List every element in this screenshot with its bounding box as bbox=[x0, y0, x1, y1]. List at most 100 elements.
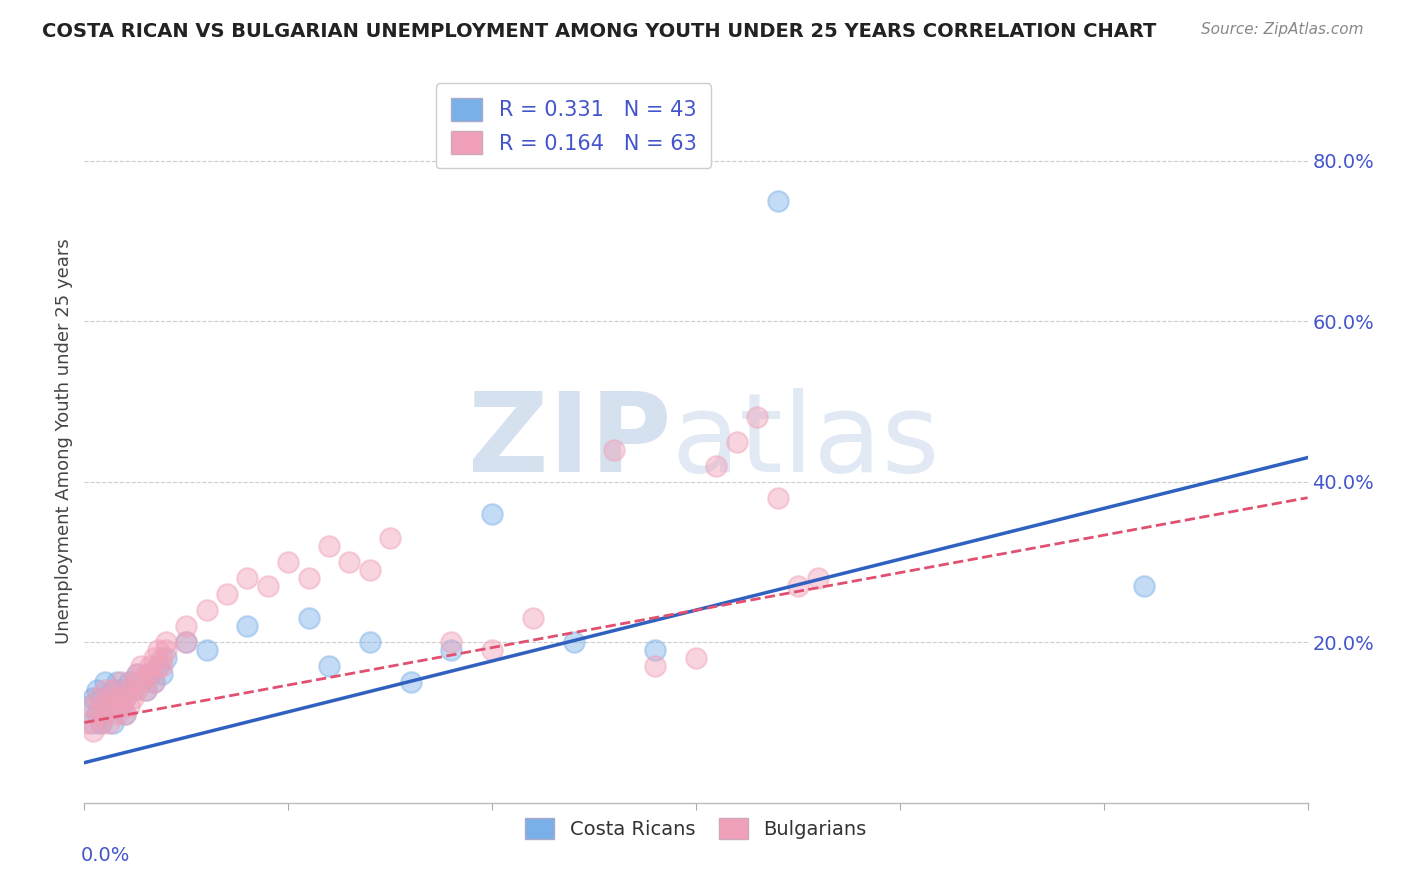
Point bbox=[766, 194, 789, 208]
Point bbox=[399, 675, 422, 690]
Point bbox=[114, 707, 136, 722]
Point bbox=[298, 571, 321, 585]
Point bbox=[440, 643, 463, 657]
Point bbox=[522, 611, 544, 625]
Point bbox=[766, 491, 789, 505]
Point bbox=[135, 683, 157, 698]
Point bbox=[97, 715, 120, 730]
Point bbox=[90, 715, 112, 730]
Point bbox=[481, 643, 503, 657]
Point bbox=[93, 699, 115, 714]
Point bbox=[142, 675, 165, 690]
Point bbox=[150, 659, 173, 673]
Point bbox=[155, 635, 177, 649]
Point bbox=[122, 675, 145, 690]
Legend: Costa Ricans, Bulgarians: Costa Ricans, Bulgarians bbox=[517, 811, 875, 847]
Point bbox=[603, 442, 626, 457]
Point bbox=[82, 715, 104, 730]
Point bbox=[90, 691, 112, 706]
Point bbox=[685, 651, 707, 665]
Point bbox=[105, 691, 128, 706]
Point bbox=[105, 691, 128, 706]
Point bbox=[150, 667, 173, 681]
Point bbox=[122, 691, 145, 706]
Point bbox=[440, 635, 463, 649]
Point bbox=[146, 643, 169, 657]
Point bbox=[97, 699, 120, 714]
Point bbox=[146, 659, 169, 673]
Point bbox=[277, 555, 299, 569]
Point bbox=[101, 683, 124, 698]
Y-axis label: Unemployment Among Youth under 25 years: Unemployment Among Youth under 25 years bbox=[55, 239, 73, 644]
Text: Source: ZipAtlas.com: Source: ZipAtlas.com bbox=[1201, 22, 1364, 37]
Point bbox=[138, 659, 160, 673]
Point bbox=[174, 635, 197, 649]
Point bbox=[101, 715, 124, 730]
Point bbox=[236, 571, 259, 585]
Point bbox=[93, 707, 115, 722]
Text: COSTA RICAN VS BULGARIAN UNEMPLOYMENT AMONG YOUTH UNDER 25 YEARS CORRELATION CHA: COSTA RICAN VS BULGARIAN UNEMPLOYMENT AM… bbox=[42, 22, 1157, 41]
Point bbox=[1133, 579, 1156, 593]
Point bbox=[97, 691, 120, 706]
Point bbox=[174, 635, 197, 649]
Point bbox=[82, 699, 104, 714]
Point bbox=[217, 587, 239, 601]
Point bbox=[122, 683, 145, 698]
Point bbox=[155, 643, 177, 657]
Point bbox=[359, 563, 381, 577]
Point bbox=[131, 659, 153, 673]
Point bbox=[110, 699, 132, 714]
Point bbox=[127, 683, 149, 698]
Point bbox=[138, 667, 160, 681]
Point bbox=[114, 691, 136, 706]
Point bbox=[562, 635, 585, 649]
Point bbox=[174, 619, 197, 633]
Point bbox=[110, 699, 132, 714]
Point bbox=[339, 555, 361, 569]
Point bbox=[142, 675, 165, 690]
Point bbox=[82, 691, 104, 706]
Point bbox=[127, 667, 149, 681]
Point bbox=[131, 675, 153, 690]
Point bbox=[101, 683, 124, 698]
Point bbox=[110, 683, 132, 698]
Point bbox=[195, 643, 218, 657]
Point bbox=[101, 699, 124, 714]
Point bbox=[105, 707, 128, 722]
Point bbox=[118, 683, 141, 698]
Point bbox=[318, 539, 340, 553]
Point bbox=[97, 691, 120, 706]
Point bbox=[77, 699, 100, 714]
Point bbox=[118, 699, 141, 714]
Point bbox=[114, 691, 136, 706]
Point bbox=[131, 675, 153, 690]
Point bbox=[110, 675, 132, 690]
Point bbox=[138, 667, 160, 681]
Point bbox=[86, 691, 108, 706]
Point bbox=[807, 571, 830, 585]
Point bbox=[298, 611, 321, 625]
Point bbox=[142, 651, 165, 665]
Point bbox=[195, 603, 218, 617]
Point bbox=[77, 715, 100, 730]
Text: 0.0%: 0.0% bbox=[80, 847, 129, 865]
Point bbox=[787, 579, 810, 593]
Point bbox=[644, 659, 666, 673]
Point bbox=[90, 699, 112, 714]
Point bbox=[86, 707, 108, 722]
Point bbox=[135, 683, 157, 698]
Point bbox=[118, 675, 141, 690]
Point bbox=[747, 410, 769, 425]
Point bbox=[706, 458, 728, 473]
Point bbox=[155, 651, 177, 665]
Text: ZIP: ZIP bbox=[468, 388, 672, 495]
Point bbox=[359, 635, 381, 649]
Point bbox=[481, 507, 503, 521]
Text: atlas: atlas bbox=[672, 388, 941, 495]
Point bbox=[86, 707, 108, 722]
Point bbox=[82, 723, 104, 738]
Point bbox=[257, 579, 280, 593]
Point bbox=[86, 683, 108, 698]
Point bbox=[725, 434, 748, 449]
Point bbox=[644, 643, 666, 657]
